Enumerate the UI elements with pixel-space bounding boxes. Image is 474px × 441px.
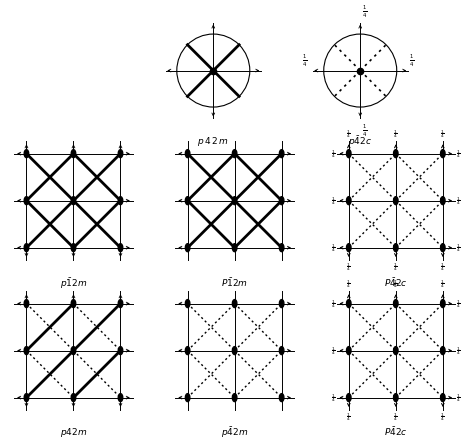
Text: $\frac{1}{4}$: $\frac{1}{4}$: [456, 392, 461, 404]
Ellipse shape: [393, 244, 398, 252]
Ellipse shape: [118, 347, 123, 355]
Text: $\frac{1}{4}$: $\frac{1}{4}$: [440, 278, 445, 291]
Ellipse shape: [346, 347, 351, 355]
Ellipse shape: [440, 299, 445, 307]
Text: $p\,4\,2\,m$: $p\,4\,2\,m$: [198, 135, 229, 147]
Text: $\frac{1}{4}$: $\frac{1}{4}$: [440, 261, 445, 273]
Ellipse shape: [232, 347, 237, 355]
Ellipse shape: [71, 347, 76, 355]
Ellipse shape: [24, 347, 29, 355]
Text: $\frac{1}{4}$: $\frac{1}{4}$: [456, 148, 461, 160]
Ellipse shape: [185, 347, 190, 355]
Text: $\frac{1}{4}$: $\frac{1}{4}$: [302, 53, 307, 69]
Text: $\frac{1}{4}$: $\frac{1}{4}$: [362, 4, 367, 20]
Ellipse shape: [118, 149, 123, 157]
Text: $P\bar{4}2c$: $P\bar{4}2c$: [384, 276, 408, 288]
Ellipse shape: [279, 149, 284, 157]
Text: $\frac{1}{4}$: $\frac{1}{4}$: [331, 242, 336, 254]
Ellipse shape: [185, 394, 190, 402]
Ellipse shape: [393, 394, 398, 402]
Text: $P\bar{4}2c$: $P\bar{4}2c$: [384, 426, 408, 438]
Ellipse shape: [440, 244, 445, 252]
Ellipse shape: [24, 299, 29, 307]
Text: $\frac{1}{4}$: $\frac{1}{4}$: [440, 128, 445, 141]
Text: $\frac{1}{4}$: $\frac{1}{4}$: [331, 392, 336, 404]
Ellipse shape: [185, 244, 190, 252]
Text: $\frac{1}{4}$: $\frac{1}{4}$: [331, 298, 336, 310]
Text: $\frac{1}{4}$: $\frac{1}{4}$: [331, 148, 336, 160]
Text: $\frac{1}{4}$: $\frac{1}{4}$: [393, 278, 398, 291]
Text: $\frac{1}{4}$: $\frac{1}{4}$: [346, 261, 351, 273]
Ellipse shape: [118, 244, 123, 252]
Ellipse shape: [185, 197, 190, 205]
Text: $\frac{1}{4}$: $\frac{1}{4}$: [346, 278, 351, 291]
Ellipse shape: [232, 197, 237, 205]
Ellipse shape: [185, 299, 190, 307]
Text: $\frac{1}{4}$: $\frac{1}{4}$: [409, 53, 414, 69]
Text: $\frac{1}{4}$: $\frac{1}{4}$: [331, 194, 336, 207]
Ellipse shape: [440, 394, 445, 402]
Ellipse shape: [24, 394, 29, 402]
Ellipse shape: [346, 197, 351, 205]
Text: $P\bar{1}2m$: $P\bar{1}2m$: [221, 276, 248, 288]
Ellipse shape: [279, 244, 284, 252]
Ellipse shape: [440, 149, 445, 157]
Ellipse shape: [71, 149, 76, 157]
Ellipse shape: [346, 149, 351, 157]
Ellipse shape: [393, 347, 398, 355]
Ellipse shape: [71, 394, 76, 402]
Ellipse shape: [71, 244, 76, 252]
Ellipse shape: [118, 394, 123, 402]
Ellipse shape: [232, 299, 237, 307]
Ellipse shape: [185, 149, 190, 157]
Text: $\frac{1}{4}$: $\frac{1}{4}$: [456, 242, 461, 254]
Ellipse shape: [393, 149, 398, 157]
Text: $\frac{1}{4}$: $\frac{1}{4}$: [393, 411, 398, 423]
Text: $\frac{1}{4}$: $\frac{1}{4}$: [362, 123, 367, 139]
Ellipse shape: [279, 394, 284, 402]
Ellipse shape: [346, 299, 351, 307]
Ellipse shape: [24, 244, 29, 252]
Ellipse shape: [24, 149, 29, 157]
Text: $p\bar{4}2m$: $p\bar{4}2m$: [221, 426, 248, 441]
Ellipse shape: [440, 197, 445, 205]
Ellipse shape: [393, 197, 398, 205]
Text: $\frac{1}{4}$: $\frac{1}{4}$: [331, 344, 336, 357]
Ellipse shape: [346, 394, 351, 402]
Ellipse shape: [279, 299, 284, 307]
Ellipse shape: [346, 244, 351, 252]
Text: $\frac{1}{4}$: $\frac{1}{4}$: [393, 261, 398, 273]
Text: $\frac{1}{4}$: $\frac{1}{4}$: [456, 194, 461, 207]
Ellipse shape: [279, 347, 284, 355]
Text: $p42m$: $p42m$: [60, 426, 87, 438]
Ellipse shape: [440, 347, 445, 355]
Text: $p\bar{4}2c$: $p\bar{4}2c$: [348, 135, 372, 149]
Ellipse shape: [232, 394, 237, 402]
Text: $\frac{1}{4}$: $\frac{1}{4}$: [456, 344, 461, 357]
Text: $\frac{1}{4}$: $\frac{1}{4}$: [456, 298, 461, 310]
Text: $\frac{1}{4}$: $\frac{1}{4}$: [346, 411, 351, 423]
Ellipse shape: [232, 149, 237, 157]
Text: $p\bar{1}2m$: $p\bar{1}2m$: [60, 276, 87, 291]
Ellipse shape: [393, 299, 398, 307]
Ellipse shape: [71, 299, 76, 307]
Ellipse shape: [232, 244, 237, 252]
Ellipse shape: [24, 197, 29, 205]
Ellipse shape: [279, 197, 284, 205]
Text: $\frac{1}{4}$: $\frac{1}{4}$: [440, 411, 445, 423]
Text: $\frac{1}{4}$: $\frac{1}{4}$: [346, 128, 351, 141]
Ellipse shape: [118, 197, 123, 205]
Ellipse shape: [118, 299, 123, 307]
Ellipse shape: [71, 197, 76, 205]
Text: $\frac{1}{4}$: $\frac{1}{4}$: [393, 128, 398, 141]
